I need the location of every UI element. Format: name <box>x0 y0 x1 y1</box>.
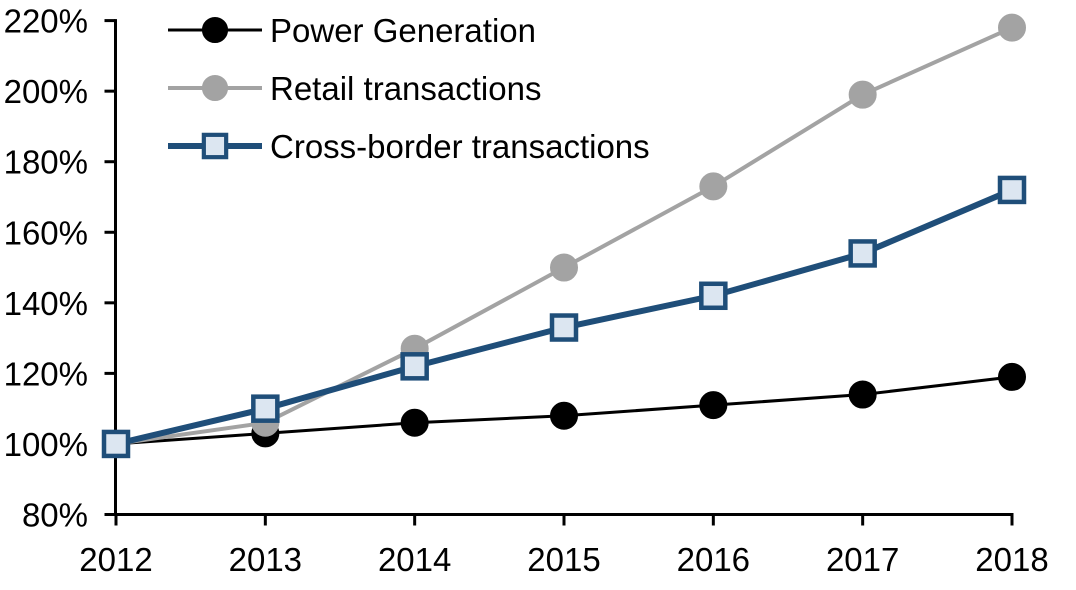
y-axis-tick-label: 100% <box>4 426 88 463</box>
y-axis-tick-label: 160% <box>4 214 88 251</box>
x-axis-tick-label: 2012 <box>79 541 152 578</box>
legend-item-label-retail-transactions: Retail transactions <box>270 70 541 107</box>
data-point-power-generation-2018 <box>998 362 1026 391</box>
data-point-power-generation-2016 <box>699 391 728 420</box>
data-point-cross-border-transactions-2014 <box>400 352 429 381</box>
data-point-power-generation-2015 <box>550 401 578 430</box>
legend-swatch-marker-retail-transactions <box>201 74 229 102</box>
data-point-power-generation-2014 <box>400 408 429 437</box>
y-axis-tick-label: 80% <box>22 497 88 534</box>
legend-item-retail-transactions: Retail transactions <box>168 70 541 107</box>
legend-item-cross-border-transactions: Cross-border transactions <box>168 128 650 165</box>
data-point-cross-border-transactions-2013 <box>251 394 280 423</box>
legend-swatch-marker-power-generation <box>201 16 229 44</box>
y-axis-tick-label: 180% <box>4 144 88 181</box>
legend-item-label-cross-border-transactions: Cross-border transactions <box>270 128 650 165</box>
series-line-retail-transactions <box>115 25 1013 446</box>
x-axis-tick-label: 2017 <box>826 541 899 578</box>
data-point-power-generation-2017 <box>848 380 877 409</box>
legend-swatch-marker-cross-border-transactions <box>201 132 229 160</box>
x-axis-tick-label: 2015 <box>527 541 600 578</box>
x-axis-tick-label: 2013 <box>229 541 302 578</box>
series-power-generation <box>102 362 1026 458</box>
data-point-retail-transactions-2015 <box>550 253 578 282</box>
data-point-retail-transactions-2018 <box>998 13 1026 42</box>
data-point-cross-border-transactions-2012 <box>101 429 131 459</box>
data-point-cross-border-transactions-2018 <box>997 175 1027 205</box>
legend-item-label-power-generation: Power Generation <box>270 12 536 49</box>
y-axis-tick-label: 140% <box>4 285 88 322</box>
x-axis-tick-label: 2016 <box>677 541 750 578</box>
y-axis-tick-label: 120% <box>4 355 88 392</box>
legend-item-power-generation: Power Generation <box>168 12 536 49</box>
data-point-retail-transactions-2016 <box>699 172 728 201</box>
y-axis-tick-label: 200% <box>4 73 88 110</box>
x-axis-tick-label: 2018 <box>975 541 1048 578</box>
series-cross-border-transactions <box>101 175 1027 459</box>
data-point-cross-border-transactions-2016 <box>699 281 728 311</box>
y-axis-tick-label: 220% <box>4 3 88 40</box>
data-point-retail-transactions-2017 <box>848 80 877 109</box>
data-point-cross-border-transactions-2015 <box>549 313 579 342</box>
x-axis-tick-label: 2014 <box>378 541 451 578</box>
data-point-cross-border-transactions-2017 <box>848 239 877 268</box>
legend: Power Generation Retail transactions Cross… <box>168 12 650 165</box>
